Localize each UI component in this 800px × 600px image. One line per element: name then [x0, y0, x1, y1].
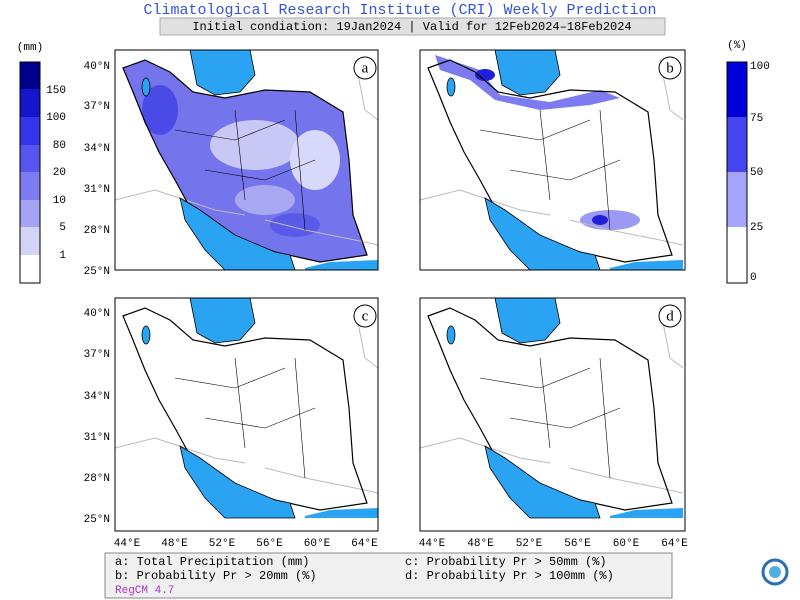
colorbar-label: 20 [53, 167, 66, 179]
lon-label: 64°E [661, 538, 688, 550]
colorbar-label: 100 [750, 61, 770, 73]
model-label: RegCM 4.7 [115, 585, 174, 597]
panel-frame [114, 297, 379, 532]
lat-label: 31°N [84, 184, 110, 196]
lat-label: 40°N [84, 308, 110, 320]
lat-label: 37°N [84, 349, 110, 361]
colorbar-label: 75 [750, 113, 763, 125]
lat-label: 37°N [84, 101, 110, 113]
colorbar-label: 10 [53, 195, 66, 207]
logo [761, 558, 789, 586]
lon-label: 44°E [419, 538, 446, 550]
colorbar-label: 0 [750, 272, 757, 284]
colorbar-label: 25 [750, 222, 763, 234]
panel-label: b [666, 60, 674, 76]
panel-label: a [362, 60, 369, 76]
colorbar-unit: (mm) [17, 42, 43, 54]
colorbar-label: 100 [46, 112, 66, 124]
legend-text: a: Total Precipitation (mm) [115, 555, 309, 569]
lat-label: 25°N [84, 514, 110, 526]
subtitle-box [159, 17, 666, 36]
panel-label-circle [353, 304, 377, 328]
colorbar-label: 50 [750, 167, 763, 179]
lon-label: 56°E [564, 538, 591, 550]
legend-text: d: Probability Pr > 100mm (%) [405, 569, 614, 583]
panel-label-circle [658, 304, 682, 328]
panel-frame [419, 297, 686, 532]
right-colorbar [726, 61, 748, 284]
lon-label: 64°E [351, 538, 378, 550]
map-panel-a [114, 49, 379, 271]
colorbar-label: 1 [59, 250, 66, 262]
lon-label: 60°E [304, 538, 331, 550]
lat-label: 34°N [84, 143, 110, 155]
colorbar-label: 80 [53, 140, 66, 152]
panel-frame [114, 49, 379, 271]
panel-label-circle [353, 56, 377, 80]
colorbar-unit: (%) [727, 40, 747, 52]
lon-label: 48°E [161, 538, 188, 550]
panel-label: c [362, 308, 369, 324]
legend-box [104, 552, 673, 599]
map-panel-d [419, 297, 684, 519]
lon-label: 52°E [516, 538, 543, 550]
lat-label: 28°N [84, 473, 110, 485]
panel-frame [419, 49, 686, 271]
lon-label: 44°E [114, 538, 141, 550]
lon-label: 48°E [467, 538, 494, 550]
lat-label: 31°N [84, 432, 110, 444]
lat-label: 34°N [84, 391, 110, 403]
lat-label: 25°N [84, 266, 110, 278]
title: Climatological Research Institute (CRI) … [143, 2, 656, 19]
legend-text: b: Probability Pr > 20mm (%) [115, 569, 317, 583]
panel-label-circle [658, 56, 682, 80]
colorbar-label: 150 [46, 85, 66, 97]
subtitle: Initial condiation: 19Jan2024 | Valid fo… [192, 20, 631, 34]
legend-text: c: Probability Pr > 50mm (%) [405, 555, 607, 569]
left-colorbar [19, 61, 41, 284]
lon-label: 60°E [613, 538, 640, 550]
map-panel-c [114, 297, 379, 519]
lat-label: 28°N [84, 225, 110, 237]
colorbar-label: 5 [59, 222, 66, 234]
map-panel-b [419, 49, 684, 271]
lat-label: 40°N [84, 61, 110, 73]
lon-label: 56°E [256, 538, 283, 550]
panel-label: d [666, 308, 674, 324]
lon-label: 52°E [209, 538, 236, 550]
